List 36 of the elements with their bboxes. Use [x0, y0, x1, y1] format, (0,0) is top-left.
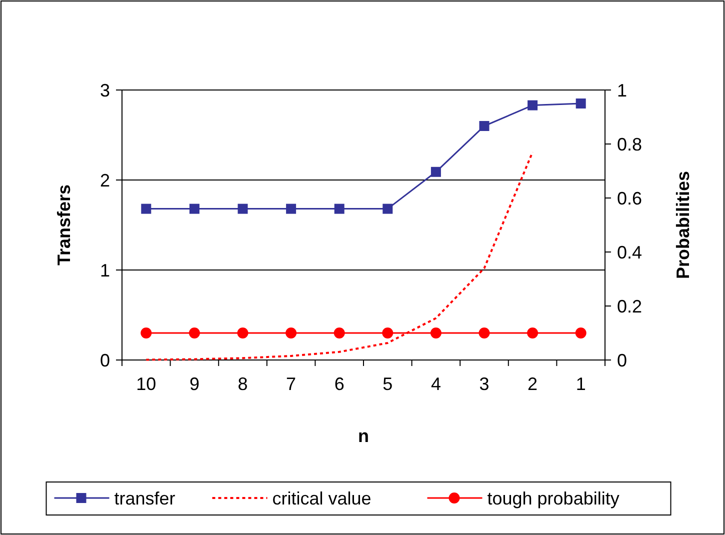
x-tick-label: 2: [528, 374, 538, 394]
point: [528, 100, 538, 110]
x-axis-title: n: [358, 426, 369, 446]
y2-tick-label: 1: [617, 80, 628, 100]
y-tick-label: 0: [100, 350, 110, 370]
x-tick-label: 10: [136, 374, 156, 394]
y-tick-label: 3: [100, 80, 110, 100]
point: [189, 204, 200, 214]
legend-label: critical value: [272, 488, 372, 508]
point: [286, 204, 296, 214]
legend-label: tough probability: [487, 488, 620, 508]
y-tick-label: 1: [100, 260, 110, 280]
point: [141, 204, 152, 214]
x-tick-label: 1: [576, 374, 586, 394]
y2-tick-label: 0: [617, 350, 628, 370]
point: [238, 204, 248, 214]
y2-tick-label: 0.6: [617, 188, 642, 208]
legend-label: transfer: [114, 488, 176, 508]
point: [430, 166, 441, 177]
x-tick-label: 9: [189, 374, 200, 394]
point: [382, 204, 393, 214]
y2-axis-title: Probabilities: [673, 170, 693, 280]
x-tick-label: 4: [430, 374, 441, 394]
y2-tick-label: 0.8: [617, 134, 642, 154]
x-tick-label: 3: [479, 374, 490, 394]
y-tick-label: 2: [100, 170, 110, 190]
x-tick-label: 5: [382, 374, 393, 394]
x-tick-label: 6: [334, 374, 344, 394]
x-tick-label: 7: [286, 374, 296, 394]
x-tick-label: 8: [238, 374, 248, 394]
point: [479, 121, 490, 131]
y2-tick-label: 0.2: [617, 296, 642, 316]
y2-tick-label: 0.4: [617, 242, 642, 262]
point: [576, 98, 586, 108]
y-axis-title: Transfers: [54, 184, 74, 266]
point: [334, 204, 344, 214]
